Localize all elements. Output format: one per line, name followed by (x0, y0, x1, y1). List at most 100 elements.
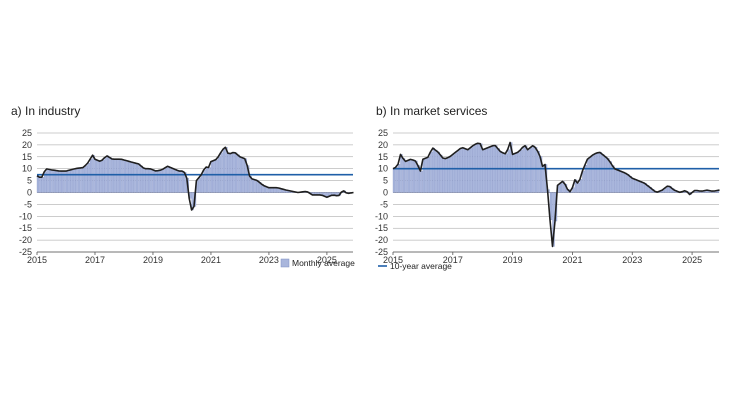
chart-b-bar (435, 149, 438, 193)
chart-a-xtick-label: 2023 (259, 255, 279, 265)
chart-b-xtick-label: 2023 (622, 255, 642, 265)
chart-a-ytick-label: 5 (27, 176, 32, 186)
chart-b-bar (519, 150, 523, 193)
chart-b-bar (455, 152, 458, 193)
chart-b-bar (412, 159, 416, 193)
chart-a-bar (48, 169, 52, 193)
chart-b-bar (534, 147, 538, 193)
chart-b-ytick-label: -10 (375, 211, 388, 221)
chart-a-ytick-label: -20 (19, 235, 32, 245)
chart-a-bar (94, 159, 98, 193)
chart-a-bar (247, 165, 250, 193)
chart-a-bar (213, 160, 216, 193)
chart-a-bar (53, 170, 56, 193)
chart-b-bar (450, 156, 453, 193)
chart-b-bar (599, 152, 603, 193)
chart-b-bar (427, 157, 431, 193)
chart-a-legend-label: Monthly average (292, 258, 355, 268)
chart-b-bar (440, 154, 443, 193)
chart-b-xtick-label: 2025 (682, 255, 702, 265)
chart-a-bar (230, 153, 233, 193)
chart-b-bar (627, 174, 630, 193)
chart-b-bar (397, 164, 401, 193)
chart-b-title: b) In market services (376, 104, 488, 118)
chart-a-bar (234, 152, 238, 193)
chart-b-bar (572, 187, 575, 193)
chart-b-bar (442, 157, 445, 193)
chart-a-bar (225, 147, 228, 193)
chart-a-series-line (36, 146, 354, 211)
chart-a-bar (135, 163, 139, 193)
chart-b-bar (582, 170, 585, 193)
chart-a-ytick-label: -5 (24, 199, 32, 209)
chart-b-ytick-label: -20 (375, 235, 388, 245)
chart-b-bar (617, 169, 620, 193)
chart-b-bar (407, 160, 411, 193)
chart-b-legend-label: 10-year average (390, 261, 452, 271)
chart-a-ytick-label: 10 (22, 164, 32, 174)
chart-a-ytick-label: 25 (22, 128, 32, 138)
chart-b-ytick-label: -25 (375, 247, 388, 257)
chart-b-bar (594, 153, 598, 193)
chart-a-bar (46, 168, 49, 193)
chart-b-bar (410, 159, 413, 193)
chart-a-bar (73, 168, 76, 193)
chart-b-bar (507, 149, 510, 193)
chart-b-bar (485, 148, 488, 193)
chart-a-bar (39, 177, 42, 193)
chart-a-bar (114, 159, 117, 193)
chart-b-ytick-label: 15 (378, 152, 388, 162)
chart-a-bar (251, 178, 255, 193)
chart-b-bar (587, 159, 590, 193)
chart-a-bar (87, 162, 90, 193)
chart-b-bar (422, 159, 426, 193)
chart-a-bar (227, 153, 230, 193)
chart-a-bar (126, 160, 129, 193)
chart-a-bar (167, 166, 170, 193)
chart-a-xtick-label: 2019 (143, 255, 163, 265)
chart-b-bar (452, 154, 455, 193)
chart-b-bar (622, 171, 625, 193)
chart-b-bar (482, 149, 485, 193)
chart-a-bar (174, 169, 177, 193)
chart-b-xtick-label: 2019 (503, 255, 523, 265)
chart-b-xtick-label: 2015 (383, 255, 403, 265)
chart-a-bar (222, 149, 226, 193)
chart-a-bar (160, 170, 163, 193)
chart-b-bar (514, 153, 518, 193)
chart-b-bar (460, 148, 463, 193)
chart-a-ytick-label: -25 (19, 247, 32, 257)
chart-a-bar (210, 161, 214, 193)
chart-a-bar (169, 167, 172, 193)
chart-b-bar (432, 147, 436, 193)
chart-b-bar (505, 153, 508, 193)
chart-b-bar (549, 192, 553, 221)
chart-b-bar (497, 148, 500, 193)
chart-a-xtick-label: 2015 (27, 255, 47, 265)
chart-b-bar (634, 179, 637, 193)
chart-a-bar (77, 168, 81, 193)
chart-a-bar (184, 172, 187, 193)
chart-a-bar (232, 152, 235, 193)
chart-a-bar (203, 169, 206, 193)
chart-a-bar (128, 161, 131, 193)
chart-b-bar (589, 157, 593, 193)
chart-a-bar (80, 167, 83, 193)
chart-b-bar (574, 179, 578, 193)
chart-a-bar (118, 159, 122, 193)
chart-b-ytick-label: 5 (383, 176, 388, 186)
chart-a-bar (215, 159, 218, 193)
chart-b-bar (542, 166, 545, 193)
chart-b-bar (612, 165, 615, 193)
chart-b-legend: 10-year average (378, 261, 452, 271)
chart-b-bar (577, 182, 580, 193)
chart-a-legend: Monthly average (280, 258, 355, 268)
chart-b-bar (437, 151, 441, 193)
chart-a-bar (133, 162, 136, 193)
chart-b-bar (430, 151, 433, 193)
chart-b-bar (502, 152, 505, 193)
chart-b-bar (637, 180, 640, 193)
chart-b-bar (400, 154, 403, 193)
chart-a-bar (68, 170, 71, 193)
